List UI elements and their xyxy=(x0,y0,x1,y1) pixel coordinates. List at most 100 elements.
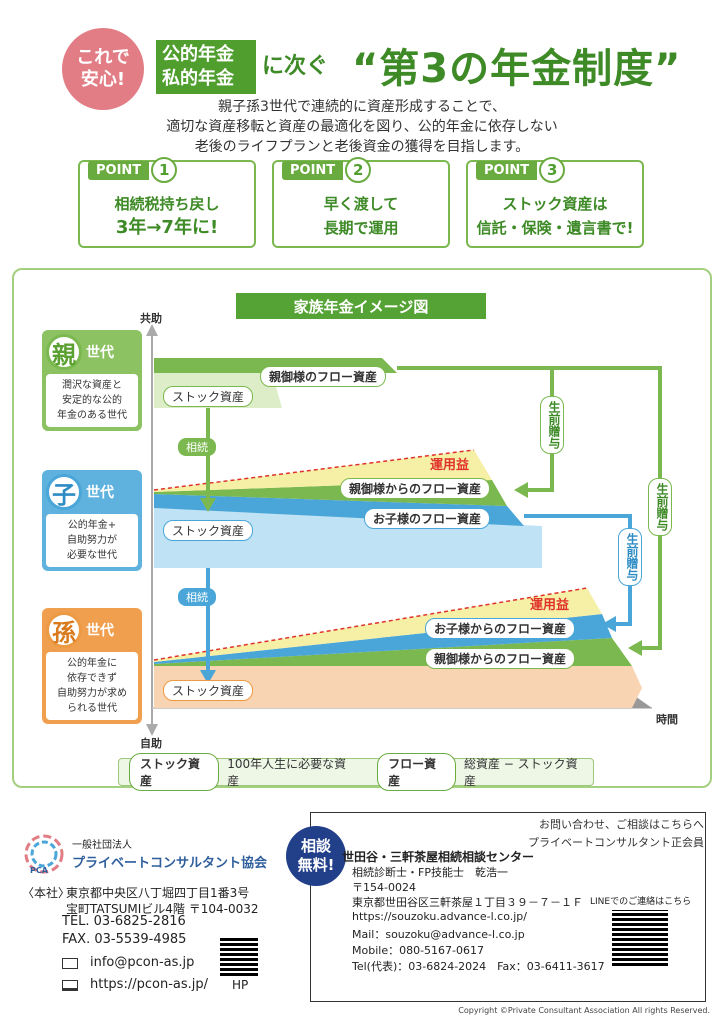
label-yield-ko: 運用益 xyxy=(430,458,470,473)
lead-line-3: 老後のライフプランと老後資金の獲得を目指します。 xyxy=(194,139,530,155)
label-stock-mago: ストック資産 xyxy=(163,680,254,701)
badge-line-1: これで xyxy=(76,47,130,68)
mago-stock-band xyxy=(154,666,642,708)
inheritance-arrow-1-head xyxy=(200,498,216,512)
label-inheritance-2: 相続 xyxy=(178,588,216,606)
website-link[interactable]: https://pcon-as.jp/ xyxy=(90,977,208,992)
fax: FAX. 03-5539-4985 xyxy=(62,932,187,947)
hq-address-2: 宝町TATSUMIビル4階 〒104-0032 xyxy=(66,902,259,916)
zip-code: 〒154-0024 xyxy=(352,881,416,894)
desc-line: 自助努力が求め xyxy=(57,688,127,699)
generation-desc: 公的年金+ 自助努力が 必要な世代 xyxy=(46,514,138,567)
gift-loop-oya-to-ko-head xyxy=(514,482,528,498)
label-inheritance-1: 相続 xyxy=(178,438,216,456)
hq-label: 〈本社〉 xyxy=(22,886,71,900)
line-contact-text: LINEでのご連絡はこちら xyxy=(590,897,692,907)
point-body: ストック資産は 信託・保険・遺言書で! xyxy=(468,192,642,240)
legend-flow-pill: フロー資産 xyxy=(377,753,456,791)
legend-stock-pill: ストック資産 xyxy=(129,753,220,791)
axis-label-bottom: 自助 xyxy=(140,737,162,750)
consult-badge-1: 相談 xyxy=(300,837,331,855)
point-line-1: ストック資産は xyxy=(502,195,608,213)
person-name: 相続診断士・FP技能士 乾浩一 xyxy=(352,866,508,879)
pca-logo-icon xyxy=(24,834,64,874)
member-label: プライベートコンサルタント正会員 xyxy=(528,836,704,849)
address: 東京都世田谷区三軒茶屋１丁目３９－７－１Ｆ xyxy=(352,896,583,909)
title-box-line-1: 公的年金 xyxy=(162,44,234,65)
label-stock-oya: ストック資産 xyxy=(163,386,254,407)
label-gift-2: 生前贈与 xyxy=(648,478,672,536)
generation-head: 孫 世代 xyxy=(42,608,142,652)
computer-icon xyxy=(62,980,78,991)
label-from-oya-flow-mago: 親御様からのフロー資産 xyxy=(425,648,576,669)
desc-line: 自助努力が xyxy=(67,535,117,546)
generation-head: 親 世代 xyxy=(42,330,142,374)
legend-flow-desc: 総資産 − ストック資産 xyxy=(463,757,578,788)
hp-label: HP xyxy=(232,978,249,992)
page-title: “第3の年金制度” xyxy=(352,46,682,92)
desc-line: 依存できず xyxy=(67,673,117,684)
axis-label-right: 時間 xyxy=(656,713,678,726)
axis-arrow-down xyxy=(146,724,158,736)
label-ko-flow: お子様のフロー資産 xyxy=(364,508,491,529)
title-pension-box: 公的年金 私的年金 xyxy=(156,40,256,94)
generation-word: 世代 xyxy=(86,485,114,501)
diagram-title: 家族年金イメージ図 xyxy=(236,293,486,319)
hp-qr-code[interactable] xyxy=(220,938,258,976)
point-line-2: 長期で運用 xyxy=(323,219,399,237)
label-stock-ko: ストック資産 xyxy=(163,520,254,541)
free-consult-badge: 相談 無料! xyxy=(286,826,346,886)
point-card-3: POINT 3 ストック資産は 信託・保険・遺言書で! xyxy=(466,157,644,248)
title-connector: に次ぐ xyxy=(262,54,329,79)
desc-line: 年金のある世代 xyxy=(57,410,127,421)
gift-loop-oya-to-mago-head xyxy=(628,640,642,656)
org-name: プライベートコンサルタント協会 xyxy=(72,856,268,871)
desc-line: られる世代 xyxy=(67,703,117,714)
center-mail[interactable]: Mail：souzoku@advance-l.co.jp xyxy=(352,928,525,941)
badge-line-2: 安心! xyxy=(80,69,126,90)
desc-line: 潤沢な資産と xyxy=(62,380,122,391)
mago-yield-line xyxy=(153,587,588,661)
line-qr-code[interactable] xyxy=(612,910,668,966)
generation-char: 子 xyxy=(46,474,82,510)
point-body: 相続税持ち戻し 3年→7年に! xyxy=(80,192,254,240)
contact-header: お問い合わせ、ご相談はこちらへ xyxy=(539,818,704,831)
point-number: 1 xyxy=(151,157,178,183)
mago-yield-band xyxy=(154,588,602,662)
generation-desc: 公的年金に 依存できず 自助努力が求め られる世代 xyxy=(46,652,138,720)
reassurance-badge: これで 安心! xyxy=(62,28,144,110)
generation-char: 孫 xyxy=(46,612,82,648)
point-line-1: 相続税持ち戻し xyxy=(114,195,220,213)
desc-line: 安定的な公的 xyxy=(62,395,122,406)
desc-line: 公的年金+ xyxy=(67,520,117,531)
axis-label-top: 共助 xyxy=(140,312,162,325)
point-line-1: 早く渡して xyxy=(323,195,399,213)
contact-box xyxy=(310,812,706,1002)
email-link[interactable]: info@pcon-as.jp xyxy=(90,955,195,970)
label-yield-mago: 運用益 xyxy=(530,598,570,613)
center-tel-fax: Tel(代表)：03-6824-2024 Fax：03-6411-3617 xyxy=(352,960,605,973)
inheritance-arrow-2-head xyxy=(200,670,216,684)
point-label: POINT xyxy=(88,160,150,180)
point-number: 3 xyxy=(539,157,566,183)
generation-head: 子 世代 xyxy=(42,470,142,514)
hq-address-1: 東京都中央区八丁堀四丁目1番3号 xyxy=(66,886,250,900)
generation-word: 世代 xyxy=(86,623,114,639)
label-gift-1: 生前贈与 xyxy=(540,396,564,454)
label-from-oya-flow-ko: 親御様からのフロー資産 xyxy=(340,478,491,499)
generation-mago: 孫 世代 公的年金に 依存できず 自助努力が求め られる世代 xyxy=(42,608,142,724)
gift-loop-ko-to-mago-head xyxy=(602,616,616,632)
axis-arrow-up xyxy=(146,324,158,336)
consult-badge-2: 無料! xyxy=(297,856,335,874)
point-card-1: POINT 1 相続税持ち戻し 3年→7年に! xyxy=(78,157,256,248)
point-line-2: 信託・保険・遺言書で! xyxy=(476,219,634,237)
org-type: 一般社団法人 xyxy=(72,840,132,851)
point-line-2: 3年→7年に! xyxy=(115,217,219,238)
legend-stock-desc: 100年人生に必要な資産 xyxy=(227,757,347,788)
mail-icon xyxy=(62,958,78,969)
center-url[interactable]: https://souzoku.advance-l.co.jp/ xyxy=(352,910,527,923)
center-mobile: Mobile：080-5167-0617 xyxy=(352,944,485,957)
point-card-2: POINT 2 早く渡して 長期で運用 xyxy=(272,157,450,248)
point-tag: POINT 2 xyxy=(282,157,372,183)
label-from-ko-flow: お子様からのフロー資産 xyxy=(425,618,576,639)
